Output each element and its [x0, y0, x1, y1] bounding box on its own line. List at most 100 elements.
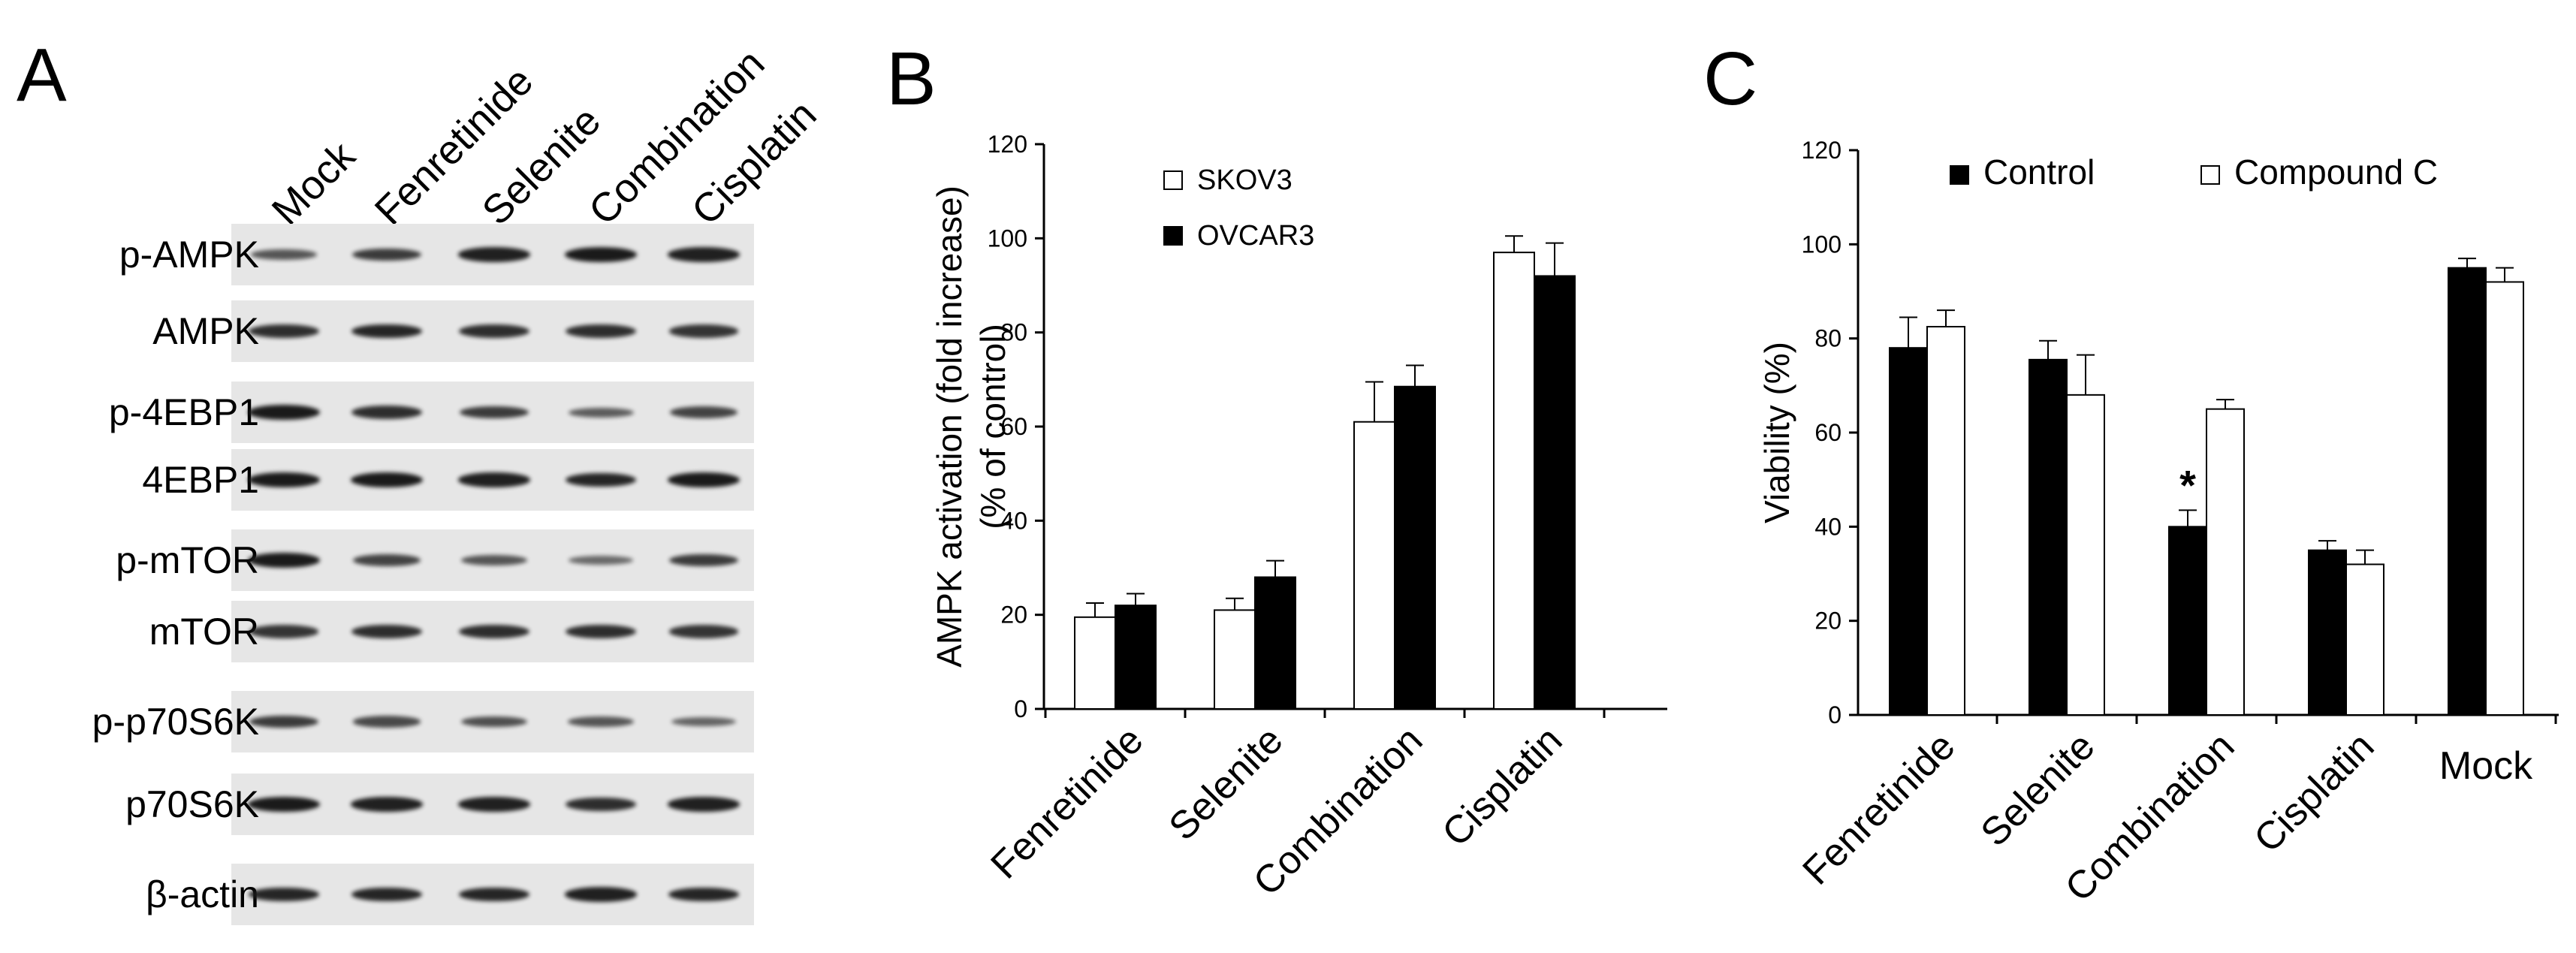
blot-band	[249, 625, 319, 638]
significance-marker: *	[2179, 461, 2196, 508]
blot-band	[352, 554, 421, 566]
blot-band	[248, 887, 320, 902]
blot-band	[248, 797, 320, 812]
blot-band	[249, 715, 318, 728]
blot-band	[248, 472, 320, 487]
x-category-label: Selenite	[1973, 724, 2104, 855]
blot-band	[351, 797, 423, 812]
bar-ovcar3	[1254, 576, 1296, 710]
bar-compound-c	[2066, 394, 2105, 716]
blot-band	[351, 406, 422, 419]
legend-label: SKOV3	[1197, 164, 1293, 196]
blot-band	[351, 887, 423, 902]
blot-band	[248, 405, 320, 420]
blot-band	[251, 249, 317, 260]
bar-control	[2308, 549, 2347, 716]
bar-control	[1889, 347, 1928, 716]
bar-compound-c	[2485, 281, 2524, 716]
blot-band	[458, 472, 530, 487]
blot-band	[460, 406, 529, 419]
bar-compound-c	[1926, 326, 1965, 716]
legend-label: OVCAR3	[1197, 220, 1314, 252]
blot-row-label: p-4EBP1	[108, 391, 259, 433]
y-tick-label: 80	[1814, 325, 1842, 352]
blot-band	[569, 556, 633, 565]
bar-control	[2168, 526, 2207, 716]
blot-band	[668, 324, 739, 338]
panel-c-letter: C	[1703, 37, 1758, 121]
bar-skov3	[1493, 252, 1535, 710]
blot-band	[458, 247, 530, 262]
y-axis-title: Viability (%)	[1757, 342, 1796, 523]
blot-band	[458, 797, 530, 812]
lane-label: Mock	[263, 133, 364, 234]
blot-band	[568, 716, 634, 727]
blot-band	[565, 472, 637, 487]
blot-row-label: mTOR	[149, 611, 259, 653]
bar-control	[2029, 358, 2068, 716]
y-tick-label: 60	[1814, 419, 1842, 446]
y-tick-label: 20	[1000, 602, 1027, 629]
blot-band	[352, 248, 421, 261]
blot-band	[459, 324, 529, 338]
bar-skov3	[1074, 616, 1116, 710]
y-tick-label: 60	[1000, 413, 1027, 440]
blot-band	[353, 716, 421, 728]
y-tick-label: 120	[1802, 137, 1842, 164]
blot-band	[566, 798, 636, 811]
bar-ovcar3	[1394, 385, 1436, 710]
y-tick-label: 0	[1014, 695, 1027, 722]
x-category-label: Fenretinide	[983, 718, 1152, 887]
x-category-label: Fenretinide	[1795, 724, 1964, 893]
blot-row-label: 4EBP1	[142, 459, 259, 501]
blot-band	[458, 887, 530, 902]
blot-band	[459, 625, 529, 638]
bar-compound-c	[2206, 408, 2245, 716]
y-axis-title: AMPK activation (fold increase)	[930, 185, 969, 668]
blot-band	[566, 625, 636, 638]
blot-band	[566, 324, 636, 338]
blot-band	[668, 797, 740, 812]
bar-ovcar3	[1115, 605, 1157, 710]
blot-row-label: β-actin	[145, 873, 259, 915]
blot-band	[248, 553, 320, 568]
blot-row-label: AMPK	[152, 310, 259, 352]
legend-swatch	[1163, 226, 1183, 246]
legend-swatch	[1163, 170, 1183, 190]
y-tick-label: 120	[988, 131, 1027, 158]
x-category-label: Selenite	[1161, 718, 1292, 849]
y-tick-label: 80	[1000, 319, 1027, 346]
blot-band	[351, 625, 422, 638]
blot-band	[669, 406, 738, 418]
legend-swatch	[1950, 165, 1969, 185]
blot-band	[668, 887, 740, 902]
legend-swatch	[2200, 165, 2220, 185]
blot-band	[565, 887, 637, 902]
y-tick-label: 100	[1802, 231, 1842, 258]
y-tick-label: 20	[1814, 608, 1842, 635]
blot-band	[460, 716, 528, 728]
blot-band	[249, 324, 319, 338]
blot-band	[668, 472, 740, 487]
blot-band	[671, 716, 737, 727]
y-tick-label: 40	[1814, 513, 1842, 540]
y-tick-label: 0	[1828, 701, 1842, 728]
x-category-label: Mock	[2439, 744, 2533, 788]
blot-band	[669, 553, 738, 567]
bar-skov3	[1353, 421, 1395, 710]
blot-band	[351, 472, 423, 487]
blot-band	[565, 247, 637, 262]
blot-row-label: p-p70S6K	[92, 701, 259, 743]
bar-control	[2448, 267, 2487, 716]
blot-row-label: p-AMPK	[119, 234, 259, 276]
bar-skov3	[1214, 609, 1256, 710]
x-category-label: Cisplatin	[2246, 724, 2382, 861]
legend-label: Control	[1983, 152, 2095, 192]
blot-band	[461, 555, 527, 565]
x-category-label: Cisplatin	[1434, 718, 1570, 855]
blot-band	[668, 247, 740, 262]
legend-label: Compound C	[2234, 152, 2438, 192]
panel-b-letter: B	[886, 37, 937, 121]
